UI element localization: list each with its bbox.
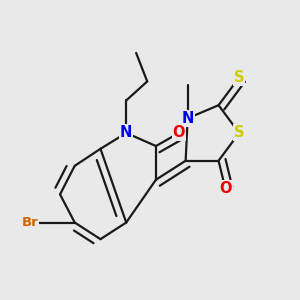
Text: N: N bbox=[182, 111, 194, 126]
Text: Br: Br bbox=[22, 216, 38, 229]
Text: N: N bbox=[120, 125, 132, 140]
Text: O: O bbox=[173, 125, 185, 140]
Text: S: S bbox=[234, 125, 244, 140]
Text: S: S bbox=[234, 70, 244, 85]
Text: O: O bbox=[219, 181, 232, 196]
